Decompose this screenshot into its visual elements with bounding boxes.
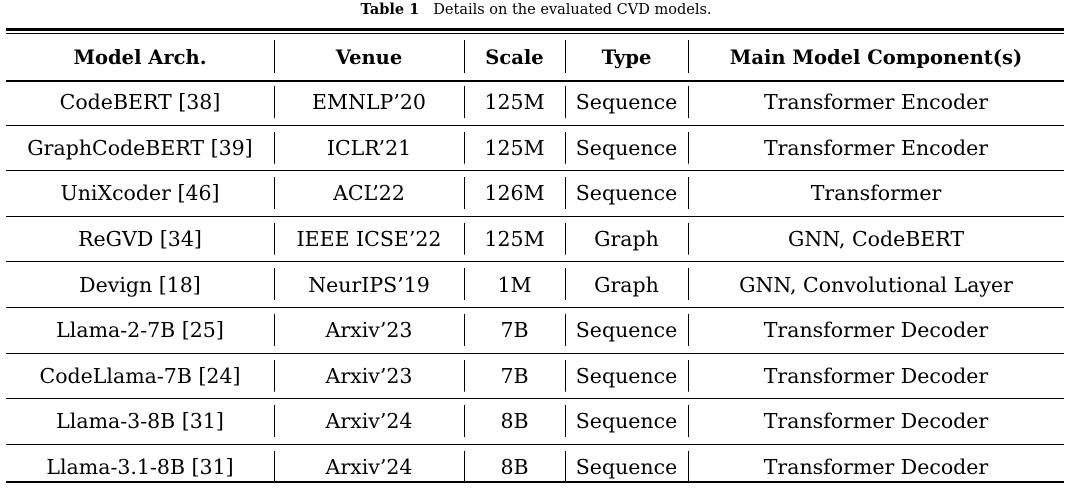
cell-scale: 125M <box>464 125 565 172</box>
cell-component: Transformer Decoder <box>688 444 1064 490</box>
header-row: Model Arch. Venue Scale Type Main Model … <box>6 34 1064 80</box>
table-row: ReGVD [34] IEEE ICSE’22 125M Graph GNN, … <box>6 216 1064 263</box>
cell-type: Sequence <box>565 398 688 445</box>
top-rule-thin <box>6 33 1064 34</box>
cell-venue: Arxiv’23 <box>274 353 464 400</box>
top-rule-thick <box>6 28 1064 31</box>
cell-component: Transformer Encoder <box>688 80 1064 126</box>
table-row: CodeLlama-7B [24] Arxiv’23 7B Sequence T… <box>6 353 1064 400</box>
cell-model: CodeBERT [38] <box>6 80 274 126</box>
cell-venue: Arxiv’24 <box>274 398 464 445</box>
cell-type: Graph <box>565 261 688 308</box>
table-row: CodeBERT [38] EMNLP’20 125M Sequence Tra… <box>6 80 1064 126</box>
cell-model: Llama-2-7B [25] <box>6 307 274 354</box>
cell-model: CodeLlama-7B [24] <box>6 353 274 400</box>
cell-type: Sequence <box>565 353 688 400</box>
cell-venue: EMNLP’20 <box>274 80 464 126</box>
cell-component: GNN, Convolutional Layer <box>688 261 1064 308</box>
table-row: Devign [18] NeurIPS’19 1M Graph GNN, Con… <box>6 261 1064 308</box>
cell-type: Sequence <box>565 307 688 354</box>
cell-model: GraphCodeBERT [39] <box>6 125 274 172</box>
cell-scale: 7B <box>464 353 565 400</box>
cell-scale: 8B <box>464 398 565 445</box>
table-row: GraphCodeBERT [39] ICLR’21 125M Sequence… <box>6 125 1064 172</box>
cell-component: Transformer Decoder <box>688 398 1064 445</box>
header-type: Type <box>565 34 688 80</box>
table-row: Llama-2-7B [25] Arxiv’23 7B Sequence Tra… <box>6 307 1064 354</box>
table-body: CodeBERT [38] EMNLP’20 125M Sequence Tra… <box>6 80 1064 490</box>
cell-venue: Arxiv’23 <box>274 307 464 354</box>
table-header: Model Arch. Venue Scale Type Main Model … <box>6 34 1064 80</box>
cell-venue: IEEE ICSE’22 <box>274 216 464 263</box>
cell-venue: ICLR’21 <box>274 125 464 172</box>
cell-type: Sequence <box>565 80 688 126</box>
cell-model: Devign [18] <box>6 261 274 308</box>
cell-component: GNN, CodeBERT <box>688 216 1064 263</box>
cell-component: Transformer Decoder <box>688 353 1064 400</box>
cell-model: Llama-3-8B [31] <box>6 398 274 445</box>
table-caption-label: Table 1 <box>360 1 420 18</box>
cell-type: Sequence <box>565 125 688 172</box>
cvd-models-table: Model Arch. Venue Scale Type Main Model … <box>6 34 1064 490</box>
cell-scale: 1M <box>464 261 565 308</box>
cell-scale: 125M <box>464 80 565 126</box>
cell-model: UniXcoder [46] <box>6 170 274 217</box>
cell-component: Transformer <box>688 170 1064 217</box>
cell-venue: ACL’22 <box>274 170 464 217</box>
cell-component: Transformer Decoder <box>688 307 1064 354</box>
cell-scale: 126M <box>464 170 565 217</box>
cell-type: Sequence <box>565 444 688 490</box>
cell-model: Llama-3.1-8B [31] <box>46 455 234 480</box>
cell-scale: 125M <box>464 216 565 263</box>
header-venue: Venue <box>274 34 464 80</box>
table-row: Llama-3-8B [31] Arxiv’24 8B Sequence Tra… <box>6 398 1064 445</box>
cell-type: Sequence <box>565 170 688 217</box>
cell-venue: Arxiv’24 <box>274 444 464 490</box>
header-model-arch: Model Arch. <box>73 45 207 69</box>
table-caption: Table 1 Details on the evaluated CVD mode… <box>0 0 1072 20</box>
header-scale: Scale <box>464 34 565 80</box>
table-caption-text: Details on the evaluated CVD models. <box>433 2 712 18</box>
cell-component: Transformer Encoder <box>688 125 1064 172</box>
cell-type: Graph <box>565 216 688 263</box>
cell-scale: 7B <box>464 307 565 354</box>
cell-venue: NeurIPS’19 <box>274 261 464 308</box>
table-row: Llama-3.1-8B [31] Arxiv’24 8B Sequence T… <box>6 444 1064 490</box>
header-main-component: Main Model Component(s) <box>688 34 1064 80</box>
cell-scale: 8B <box>464 444 565 490</box>
cell-model: ReGVD [34] <box>6 216 274 263</box>
table-row: UniXcoder [46] ACL’22 126M Sequence Tran… <box>6 170 1064 217</box>
